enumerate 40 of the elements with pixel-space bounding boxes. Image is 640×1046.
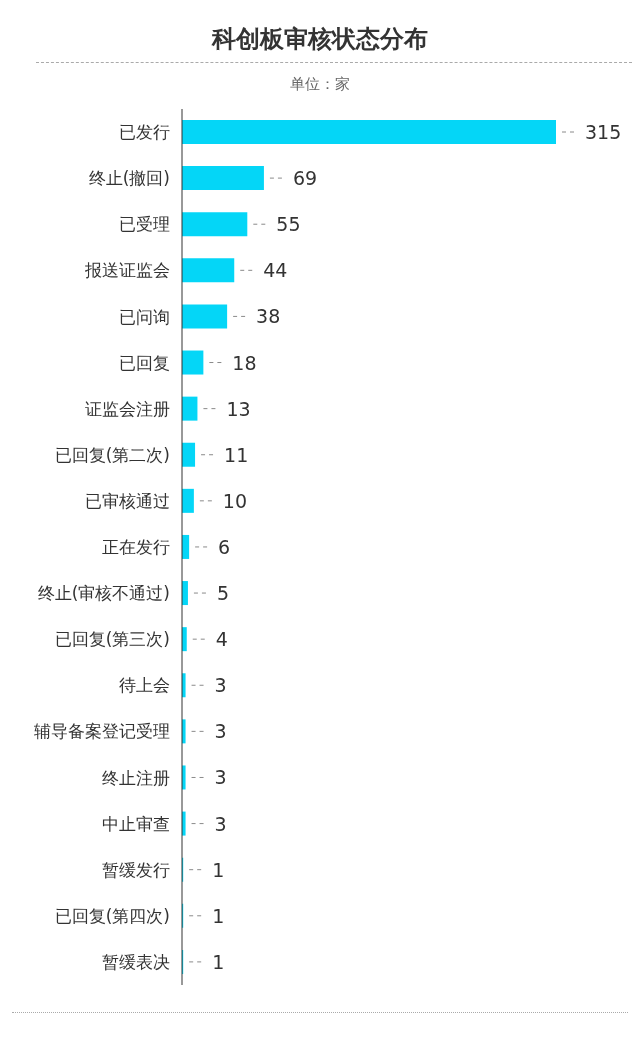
y-tick-label: 已回复(第二次) — [54, 444, 170, 465]
y-tick-label: 终止(审核不通过) — [37, 583, 170, 604]
y-tick-label: 暂缓表决 — [102, 951, 170, 972]
y-tick-label: 终止注册 — [102, 767, 170, 788]
y-tick-label: 中止审查 — [102, 813, 170, 834]
data-label: 3 — [214, 720, 227, 743]
y-tick-label: 终止(撤回) — [88, 168, 170, 189]
data-label: 4 — [215, 628, 228, 651]
data-label: 13 — [226, 397, 251, 420]
data-label: 3 — [214, 674, 227, 697]
y-tick-label: 正在发行 — [102, 537, 170, 558]
y-tick-label: 已受理 — [119, 214, 170, 235]
chart-title: 科创板审核状态分布 — [210, 24, 429, 54]
y-tick-label: 暂缓发行 — [102, 859, 170, 880]
y-tick-label: 辅导备案登记受理 — [34, 721, 170, 742]
data-label: 6 — [218, 535, 231, 558]
data-label: 1 — [212, 904, 225, 927]
data-label: 44 — [263, 259, 288, 282]
data-label: 55 — [276, 213, 301, 236]
y-tick-label: 已回复 — [119, 352, 170, 373]
y-tick-label: 已审核通过 — [85, 490, 170, 511]
y-tick-label: 已回复(第四次) — [54, 905, 170, 926]
data-label: 315 — [585, 121, 622, 143]
data-label: 5 — [216, 582, 230, 605]
data-label: 3 — [214, 766, 227, 789]
data-label: 38 — [256, 305, 281, 328]
chart-subtitle: 单位：家 — [289, 74, 351, 94]
data-label: 3 — [214, 812, 227, 835]
y-tick-label: 报送证监会 — [84, 260, 170, 281]
y-tick-label: 待上会 — [119, 675, 170, 696]
data-label: 69 — [292, 167, 318, 190]
y-tick-label: 已发行 — [119, 122, 170, 143]
data-label: 11 — [224, 443, 249, 466]
y-tick-label: 证监会注册 — [85, 398, 170, 419]
y-tick-label: 已问询 — [119, 306, 170, 327]
y-tick-label: 已回复(第三次) — [54, 629, 170, 650]
data-label: 18 — [232, 351, 257, 374]
data-label: 1 — [212, 858, 225, 881]
data-label: 1 — [212, 950, 225, 973]
data-label: 10 — [222, 489, 248, 512]
